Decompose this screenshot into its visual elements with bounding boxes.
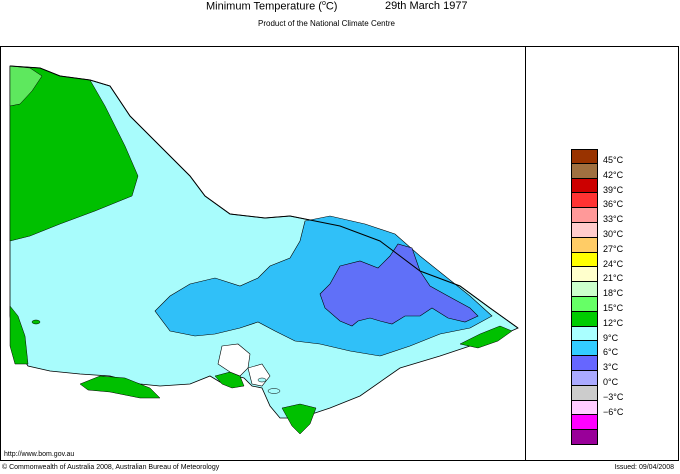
legend-item: 3°C: [571, 356, 651, 373]
legend-item: 39°C: [571, 178, 651, 195]
legend-swatch: [571, 370, 598, 386]
temperature-map: [0, 46, 526, 461]
legend-label: 39°C: [603, 184, 624, 195]
legend-swatch: [571, 149, 598, 164]
region-18c: [9, 65, 43, 107]
legend-divider: [525, 46, 526, 461]
map-date: 29th March 1977: [385, 0, 468, 12]
title-suffix: C): [325, 0, 338, 13]
legend-item: 0°C: [571, 370, 651, 387]
legend-label: 33°C: [603, 214, 624, 225]
legend-swatch: [571, 341, 598, 357]
page-footer: © Commonwealth of Australia 2008, Austra…: [0, 463, 680, 474]
region-15c-otways: [79, 375, 161, 399]
legend-label: 3°C: [603, 362, 619, 373]
legend-swatch: [571, 311, 598, 327]
title-prefix: Minimum Temperature (: [206, 0, 322, 13]
legend-item: 18°C: [571, 282, 651, 299]
legend-swatch: [571, 237, 598, 253]
region-15c-wilsons: [281, 403, 317, 435]
legend-label: 24°C: [603, 258, 624, 269]
map-subtitle: Product of the National Climate Centre: [258, 19, 395, 28]
french-island: [257, 377, 267, 383]
temperature-legend: 45°C 42°C 39°C 36°C 33°C 30°C 27°C 24°C 21°C 18°C…: [571, 149, 651, 445]
legend-swatch: [571, 296, 598, 312]
legend-item: 42°C: [571, 163, 651, 180]
region-15c-southwest: [9, 305, 29, 365]
legend-swatch: [571, 222, 598, 238]
legend-label: 30°C: [603, 228, 624, 239]
title-text: Minimum Temperature (oC): [206, 0, 337, 13]
legend-label: 18°C: [603, 288, 624, 299]
legend-item: −3°C: [571, 385, 651, 402]
legend-item: 36°C: [571, 193, 651, 210]
legend-swatch: [571, 193, 598, 209]
legend-swatch: [571, 282, 598, 297]
phillip-island: [267, 388, 281, 394]
title-degree: o: [321, 0, 326, 7]
legend-item: 15°C: [571, 296, 651, 313]
small-island-west: [31, 319, 41, 325]
legend-label: 15°C: [603, 302, 624, 313]
legend-label: 27°C: [603, 243, 624, 254]
legend-item: −6°C: [571, 400, 651, 417]
legend-swatch: [571, 163, 598, 179]
legend-label: −6°C: [603, 406, 624, 417]
legend-label: 45°C: [603, 155, 624, 165]
legend-swatch: [571, 356, 598, 371]
legend-item: [571, 430, 651, 445]
copyright-text: © Commonwealth of Australia 2008, Austra…: [2, 464, 220, 471]
legend-swatch: [571, 178, 598, 194]
legend-label: 9°C: [603, 332, 619, 343]
legend-swatch: [571, 400, 598, 416]
region-6c: [319, 243, 479, 327]
legend-item: 45°C: [571, 149, 651, 165]
legend-swatch: [571, 430, 598, 445]
legend-item: 21°C: [571, 267, 651, 284]
issued-date: Issued: 09/04/2008: [614, 464, 674, 471]
legend-swatch: [571, 252, 598, 268]
legend-label: 12°C: [603, 317, 624, 328]
region-15c-east: [459, 325, 513, 349]
legend-item: 27°C: [571, 237, 651, 254]
legend-item: 33°C: [571, 208, 651, 225]
legend-label: 6°C: [603, 347, 619, 358]
legend-swatch: [571, 385, 598, 401]
legend-item: [571, 415, 651, 431]
legend-label: 42°C: [603, 169, 624, 180]
legend-item: 6°C: [571, 341, 651, 358]
legend-swatch: [571, 326, 598, 342]
map-title: Minimum Temperature (oC) 29th March 1977: [0, 0, 680, 14]
victoria-map-svg: [9, 65, 519, 435]
legend-item: 9°C: [571, 326, 651, 343]
legend-swatch: [571, 267, 598, 283]
legend-swatch: [571, 415, 598, 431]
legend-label: 0°C: [603, 376, 619, 387]
port-phillip-bay: [217, 343, 251, 377]
legend-label: 21°C: [603, 273, 624, 284]
legend-item: 12°C: [571, 311, 651, 328]
legend-label: −3°C: [603, 391, 624, 402]
legend-swatch: [571, 208, 598, 223]
source-url: http://www.bom.gov.au: [4, 451, 75, 458]
legend-item: 24°C: [571, 252, 651, 269]
legend-label: 36°C: [603, 199, 624, 210]
state-outline: [9, 65, 519, 329]
legend-item: 30°C: [571, 222, 651, 239]
map-frame: [0, 46, 679, 461]
